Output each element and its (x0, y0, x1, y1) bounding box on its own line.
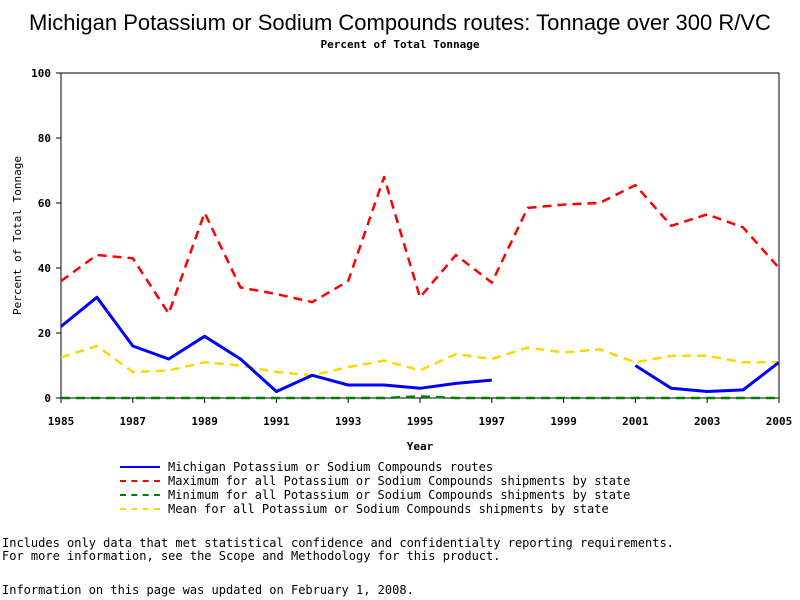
chart-title: Michigan Potassium or Sodium Compounds r… (29, 10, 771, 35)
legend-item: Minimum for all Potassium or Sodium Comp… (120, 488, 630, 502)
y-tick-label: 40 (38, 262, 51, 275)
legend-label: Mean for all Potassium or Sodium Compoun… (168, 502, 609, 516)
x-tick-label: 2003 (694, 415, 721, 428)
series-group (60, 175, 780, 400)
legend-label: Maximum for all Potassium or Sodium Comp… (168, 474, 631, 488)
axes: 0 20 40 60 80 100 1985 1987 1989 1991 1993 1995 1997… (11, 67, 792, 453)
note-methodology: For more information, see the Scope and … (2, 549, 501, 563)
x-tick-label: 1999 (550, 415, 577, 428)
series-line (60, 175, 780, 315)
legend-swatch (120, 466, 160, 468)
x-tick-label: 1995 (407, 415, 434, 428)
series-line (634, 361, 780, 393)
note-updated: Information on this page was updated on … (2, 583, 414, 597)
legend-swatch (120, 494, 160, 496)
x-tick-label: 2005 (766, 415, 793, 428)
y-tick-label: 80 (38, 132, 51, 145)
legend: Michigan Potassium or Sodium Compounds r… (120, 460, 630, 516)
plot-frame (60, 72, 780, 399)
y-tick-label: 20 (38, 327, 51, 340)
y-tick-label: 60 (38, 197, 51, 210)
legend-item: Michigan Potassium or Sodium Compounds r… (120, 460, 630, 474)
x-tick-label: 1987 (120, 415, 147, 428)
legend-label: Minimum for all Potassium or Sodium Comp… (168, 488, 631, 502)
series-line (60, 344, 779, 377)
x-axis-label: Year (407, 440, 434, 453)
x-tick-label: 1985 (48, 415, 75, 428)
chart-subtitle: Percent of Total Tonnage (320, 38, 480, 51)
y-tick-label: 100 (31, 67, 51, 80)
x-tick-label: 2001 (622, 415, 649, 428)
x-tick-label: 1993 (335, 415, 362, 428)
legend-label: Michigan Potassium or Sodium Compounds r… (168, 460, 494, 474)
note-confidentiality: Includes only data that met statistical … (2, 536, 674, 550)
legend-item: Maximum for all Potassium or Sodium Comp… (120, 474, 630, 488)
x-tick-label: 1991 (263, 415, 290, 428)
x-tick-label: 1997 (479, 415, 506, 428)
line-chart: 0 20 40 60 80 100 1985 1987 1989 1991 1993 1995 1997… (11, 67, 792, 453)
series-line (60, 295, 492, 393)
legend-item: Mean for all Potassium or Sodium Compoun… (120, 502, 630, 516)
y-axis-label: Percent of Total Tonnage (11, 156, 24, 315)
legend-swatch (120, 508, 160, 510)
y-tick-label: 0 (44, 392, 51, 405)
legend-swatch (120, 480, 160, 482)
x-tick-label: 1989 (191, 415, 218, 428)
